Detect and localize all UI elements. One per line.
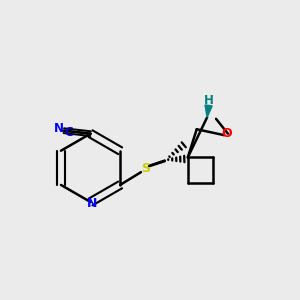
Text: N: N — [87, 197, 97, 210]
Text: H: H — [204, 94, 214, 107]
Polygon shape — [205, 105, 212, 117]
Text: O: O — [221, 127, 232, 140]
Text: S: S — [141, 162, 150, 175]
Text: N: N — [53, 122, 64, 135]
Text: C: C — [65, 126, 74, 139]
